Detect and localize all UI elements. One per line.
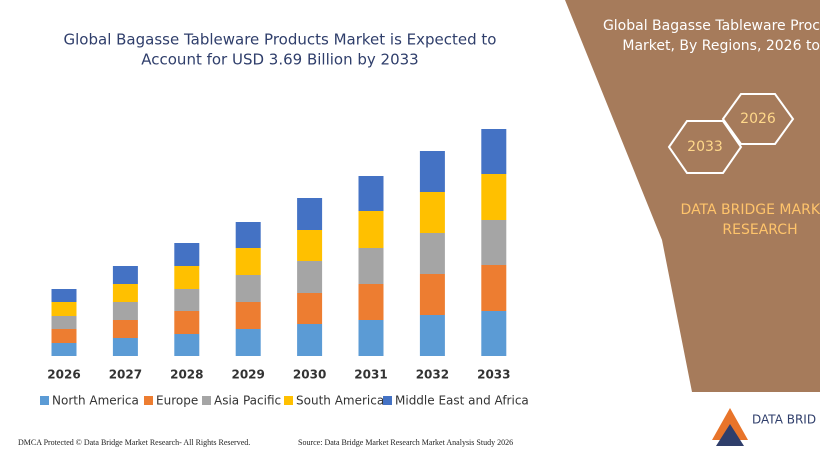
bar-segment [481, 311, 507, 356]
legend-label: Middle East and Africa [395, 394, 529, 408]
logo-icon [716, 424, 744, 446]
x-tick-label: 2033 [477, 368, 510, 382]
brand: DATA BRIDGE MARK [681, 202, 820, 218]
bar-segment [174, 243, 200, 266]
bar-segment [235, 329, 261, 356]
chart-title: Account for USD 3.69 Billion by 2033 [141, 51, 418, 69]
bar-segment [297, 293, 323, 324]
x-tick-label: 2032 [416, 368, 449, 382]
bar-segment [419, 151, 445, 192]
bar-segment [297, 198, 323, 230]
bar-segment [112, 320, 138, 338]
legend-label: Asia Pacific [214, 394, 281, 408]
bar-segment [481, 129, 507, 174]
bar-segment [297, 261, 323, 293]
bar-segment [174, 334, 200, 356]
bar-segment [51, 302, 77, 316]
bar-segment [112, 302, 138, 320]
bar-segment [174, 266, 200, 289]
bar-segment [481, 265, 507, 311]
bar-segment [297, 324, 323, 356]
bar-segment [358, 248, 384, 284]
bar-segment [419, 192, 445, 233]
bar-segment [419, 233, 445, 274]
bar-segment [51, 343, 77, 356]
x-tick-label: 2031 [354, 368, 387, 382]
legend-label: Europe [156, 394, 198, 408]
bar-segment [51, 289, 77, 302]
bar-segment [174, 311, 200, 334]
bar-segment [358, 284, 384, 320]
bar-segment [419, 315, 445, 356]
hexagon [667, 120, 743, 174]
chart-title: Global Bagasse Tableware Products Market… [64, 31, 497, 49]
bar-segment [235, 275, 261, 302]
footer-left: DMCA Protected © Data Bridge Market Rese… [18, 438, 250, 447]
footer-right: Source: Data Bridge Market Research Mark… [298, 438, 513, 447]
bar-segment [51, 316, 77, 329]
bar-segment [358, 320, 384, 356]
bar-segment [297, 230, 323, 261]
legend-swatch [284, 396, 293, 405]
bar-segment [112, 338, 138, 356]
bar-segment [235, 248, 261, 275]
bar-segment [481, 174, 507, 220]
x-tick-label: 2027 [109, 368, 142, 382]
x-tick-label: 2026 [47, 368, 80, 382]
bar-segment [358, 211, 384, 248]
x-tick-label: 2028 [170, 368, 203, 382]
hexagon [721, 93, 795, 145]
bar-segment [235, 302, 261, 329]
brand: RESEARCH [722, 222, 797, 238]
bar-segment [481, 220, 507, 265]
hexagon-label: 2033 [687, 139, 723, 155]
panel-title: Global Bagasse Tableware Proc [603, 18, 820, 34]
legend-swatch [144, 396, 153, 405]
legend-label: South America [296, 394, 384, 408]
legend-swatch [202, 396, 211, 405]
bar-segment [174, 289, 200, 311]
bar-segment [112, 266, 138, 284]
hexagon-label: 2026 [740, 111, 776, 127]
legend-swatch [383, 396, 392, 405]
bar-segment [51, 329, 77, 343]
bar-segment [419, 274, 445, 315]
side-panel [565, 0, 820, 392]
x-tick-label: 2030 [293, 368, 326, 382]
bar-segment [235, 222, 261, 248]
legend-swatch [40, 396, 49, 405]
x-tick-label: 2029 [231, 368, 264, 382]
legend-label: North America [52, 394, 139, 408]
logo-text: DATA BRID [752, 413, 816, 427]
panel-title: Market, By Regions, 2026 to [622, 38, 820, 54]
bar-segment [358, 176, 384, 211]
bar-segment [112, 284, 138, 302]
